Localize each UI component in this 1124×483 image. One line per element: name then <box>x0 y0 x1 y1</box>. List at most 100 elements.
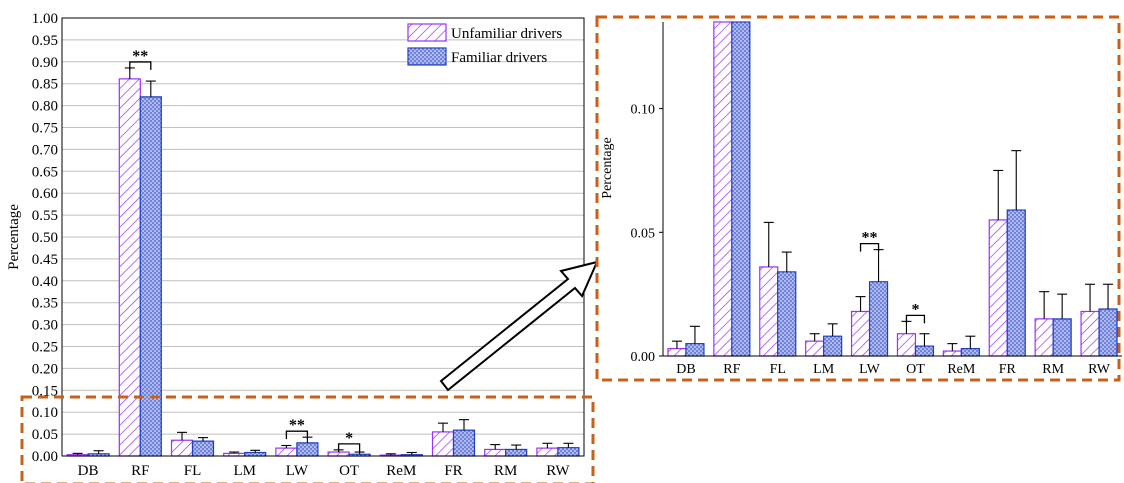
inset-error-bar-unfamiliar-fr <box>993 169 1004 220</box>
inset-bar-unfamiliar-fl <box>759 266 779 357</box>
main-error-bar-unfamiliar-rm <box>490 444 501 450</box>
inset-significance-label: * <box>911 301 919 318</box>
main-significance-rf: ** <box>129 48 152 70</box>
main-bar-familiar-fr <box>452 429 476 457</box>
main-error-bar-unfamiliar-lw <box>281 444 292 449</box>
inset-error-bar-unfamiliar-fl <box>763 221 774 267</box>
main-y-tick-label: 0.25 <box>32 340 58 356</box>
inset-bar-familiar-rem <box>960 347 980 357</box>
main-y-tick-label: 0.30 <box>32 318 58 334</box>
inset-y-tick-label: 0.05 <box>631 226 656 241</box>
inset-error-bar-unfamiliar-lm <box>809 333 820 342</box>
main-bar-familiar-rm <box>505 448 528 457</box>
main-error-bar-familiar-db <box>93 450 104 454</box>
main-chart: ***** 0.000.050.100.150.200.250.300.350.… <box>6 11 595 483</box>
inset-bar-familiar-lm <box>823 335 843 357</box>
inset-bar-familiar-lw <box>868 281 889 357</box>
main-significance-label: * <box>345 430 353 447</box>
main-x-tick-label: RF <box>131 463 149 479</box>
main-x-tick-label: OT <box>339 463 359 479</box>
inset-x-tick-label: ReM <box>947 362 976 377</box>
main-bar-unfamiliar-fl <box>170 439 194 457</box>
legend: Unfamiliar drivers Familiar drivers <box>407 23 562 66</box>
main-y-tick-label: 0.45 <box>32 252 58 268</box>
main-bar-unfamiliar-fr <box>431 431 455 457</box>
main-error-bar-unfamiliar-fr <box>438 422 448 432</box>
main-y-tick-labels: 0.00 0.05 0.10 0.15 0.20 0.25 0.30 0.35 0.40 0.45… <box>32 11 58 465</box>
main-y-tick-label: 0.75 <box>32 121 58 137</box>
inset-significance-lw: ** <box>859 230 880 252</box>
inset-error-bar-familiar-db <box>689 325 700 344</box>
inset-bar-unfamiliar-rem <box>942 350 962 357</box>
main-y-tick-label: 0.10 <box>32 405 58 421</box>
main-error-bar-familiar-fr <box>459 419 469 431</box>
inset-bar-familiar-db <box>685 343 705 357</box>
main-y-tick-label: 0.15 <box>32 383 58 399</box>
legend-label-unfamiliar: Unfamiliar drivers <box>451 26 562 42</box>
main-y-tick-label: 0.35 <box>32 296 58 312</box>
main-error-bar-familiar-rem <box>406 451 417 455</box>
inset-bar-unfamiliar-ot <box>896 333 917 357</box>
main-x-tick-label: DB <box>78 463 99 479</box>
main-y-tick-label: 1.00 <box>32 11 58 27</box>
main-error-bar-familiar-rf <box>145 80 156 97</box>
inset-bars <box>667 21 1118 357</box>
inset-bar-familiar-rf <box>731 21 751 357</box>
inset-x-tick-label: DB <box>676 362 695 377</box>
main-y-tick-label: 0.05 <box>32 427 58 443</box>
main-y-tick-label: 0.70 <box>32 142 58 158</box>
inset-error-bar-familiar-rem <box>965 335 976 349</box>
main-bar-familiar-rf <box>139 96 162 457</box>
legend-label-familiar: Familiar drivers <box>451 50 547 66</box>
inset-error-bar-unfamiliar-db <box>671 340 682 349</box>
inset-bar-unfamiliar-fr <box>988 219 1008 357</box>
inset-bar-familiar-rm <box>1052 318 1072 357</box>
inset-x-tick-label: LM <box>813 362 835 377</box>
inset-x-tick-labels: DB RF FL LM LW OT ReM FR RM RW <box>676 362 1111 377</box>
inset-error-bar-familiar-fr <box>1011 150 1022 211</box>
main-x-tick-label: ReM <box>386 463 416 479</box>
main-error-bar-familiar-lm <box>250 449 261 453</box>
main-x-tick-label: LW <box>286 463 309 479</box>
inset-y-tick-label: 0.00 <box>631 350 656 365</box>
inset-x-tick-label: FL <box>770 362 786 377</box>
main-y-tick-label: 0.40 <box>32 274 58 290</box>
inset-chart: *** 0.000.050.10 DB RF FL LM LW OT ReM FR RM RW P… <box>595 15 1122 382</box>
inset-bar-familiar-rw <box>1098 308 1118 357</box>
main-y-tick-label: 0.95 <box>32 33 58 49</box>
inset-bar-unfamiliar-db <box>667 347 687 357</box>
main-y-tick-label: 0.85 <box>32 77 58 93</box>
main-x-tick-label: LM <box>233 463 256 479</box>
main-bars <box>66 78 580 457</box>
main-bar-familiar-lm <box>244 451 267 457</box>
zoom-arrow <box>439 260 599 392</box>
main-y-tick-label: 0.20 <box>32 361 58 377</box>
main-y-tick-label: 0.00 <box>32 449 58 465</box>
main-plot-frame <box>61 17 585 457</box>
main-bar-familiar-rw <box>557 447 580 457</box>
main-error-bar-familiar-rm <box>511 444 522 450</box>
main-error-bar-unfamiliar-db <box>72 452 83 455</box>
main-error-bar-familiar-rw <box>563 442 574 448</box>
inset-bar-unfamiliar-rf <box>713 21 733 357</box>
inset-bar-unfamiliar-lw <box>850 310 871 357</box>
main-bar-familiar-lw <box>296 442 319 457</box>
main-y-tick-label: 0.65 <box>32 164 58 180</box>
main-x-tick-label: FL <box>184 463 202 479</box>
inset-y-tick-label: 0.10 <box>631 103 656 118</box>
inset-x-tick-label: RM <box>1042 362 1064 377</box>
main-y-tick-label: 0.80 <box>32 99 58 115</box>
main-error-bar-familiar-fl <box>198 437 208 442</box>
inset-error-bar-familiar-rm <box>1057 293 1068 319</box>
main-bar-unfamiliar-lw <box>275 447 298 457</box>
zoom-highlight-box <box>20 395 595 483</box>
main-error-bar-familiar-ot <box>354 451 365 455</box>
inset-bar-unfamiliar-lm <box>805 340 825 357</box>
inset-significance: *** <box>859 230 926 324</box>
main-y-axis-label: Percentage <box>6 204 22 270</box>
inset-bar-unfamiliar-rw <box>1080 310 1100 357</box>
main-x-tick-label: RW <box>546 463 570 479</box>
inset-y-axis-label: Percentage <box>600 137 615 198</box>
main-y-tick-label: 0.55 <box>32 208 58 224</box>
